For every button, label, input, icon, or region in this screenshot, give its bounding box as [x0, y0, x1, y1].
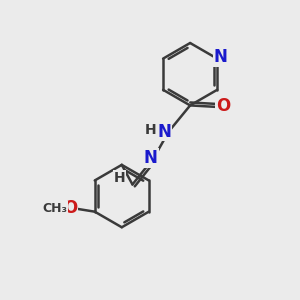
- Text: H: H: [145, 123, 157, 137]
- Text: CH₃: CH₃: [42, 202, 68, 214]
- Text: H: H: [114, 171, 126, 185]
- Text: N: N: [157, 123, 171, 141]
- Text: N: N: [214, 48, 228, 66]
- Text: O: O: [216, 97, 230, 115]
- Text: O: O: [63, 199, 77, 217]
- Text: N: N: [144, 149, 158, 167]
